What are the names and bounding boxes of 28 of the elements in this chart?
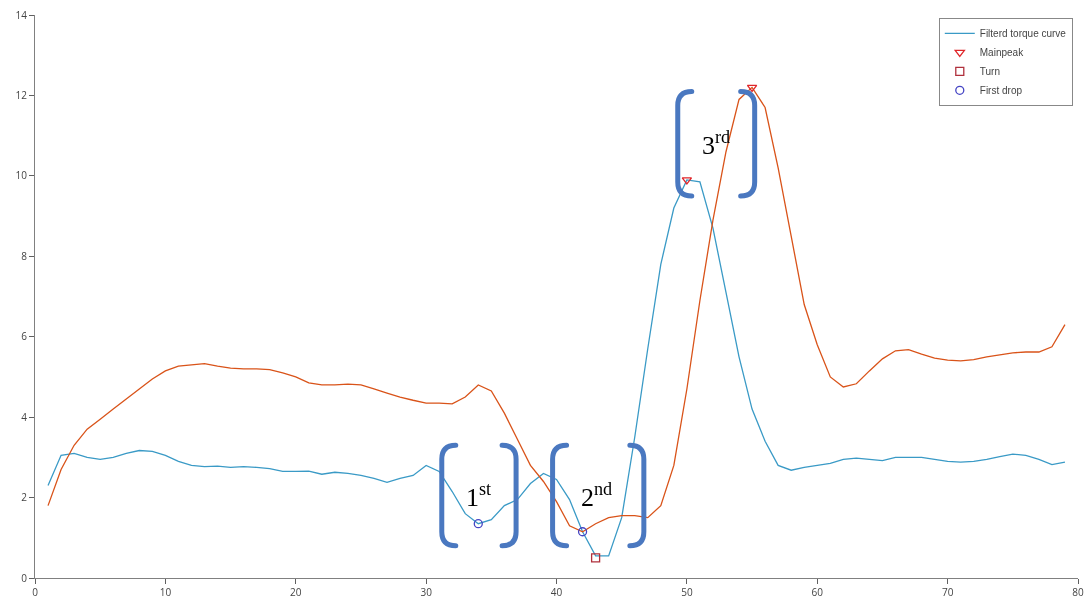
x-tick-label: 60 — [811, 585, 824, 599]
annotation: 3$^{rd}$ — [702, 127, 731, 160]
point — [577, 527, 588, 537]
x-tick-label: 80 — [1072, 585, 1084, 599]
y-tick-label: 10 — [15, 168, 28, 183]
y-tick-label: 6 — [21, 329, 28, 344]
annotation: 2$^{nd}$ — [581, 479, 613, 512]
legend-label: Filterd torque curve — [979, 28, 1067, 40]
x-tick-label: 40 — [550, 585, 563, 599]
x-tick-label: 10 — [159, 585, 172, 599]
x-tick-label: 70 — [941, 585, 954, 599]
y-tick-label: 4 — [21, 409, 28, 424]
legend-label: Mainpeak — [979, 47, 1025, 59]
x-tick-label: 50 — [681, 585, 693, 599]
y-tick-label: 8 — [21, 248, 28, 263]
y-tick-label: 14 — [15, 7, 28, 22]
x-tick-label: 0 — [32, 585, 39, 599]
legend-label: Turn — [979, 66, 1000, 78]
point — [473, 519, 483, 529]
point — [746, 84, 758, 93]
y-tick-label: 12 — [15, 87, 28, 102]
legend-label: First drop — [979, 85, 1023, 97]
annotation: 1$^{st}$ — [466, 479, 492, 512]
x-tick-label: 20 — [290, 585, 302, 599]
y-tick-label: 2 — [21, 490, 28, 505]
y-tick-label: 0 — [21, 570, 28, 585]
point — [590, 553, 601, 563]
x-tick-label: 30 — [420, 585, 433, 599]
